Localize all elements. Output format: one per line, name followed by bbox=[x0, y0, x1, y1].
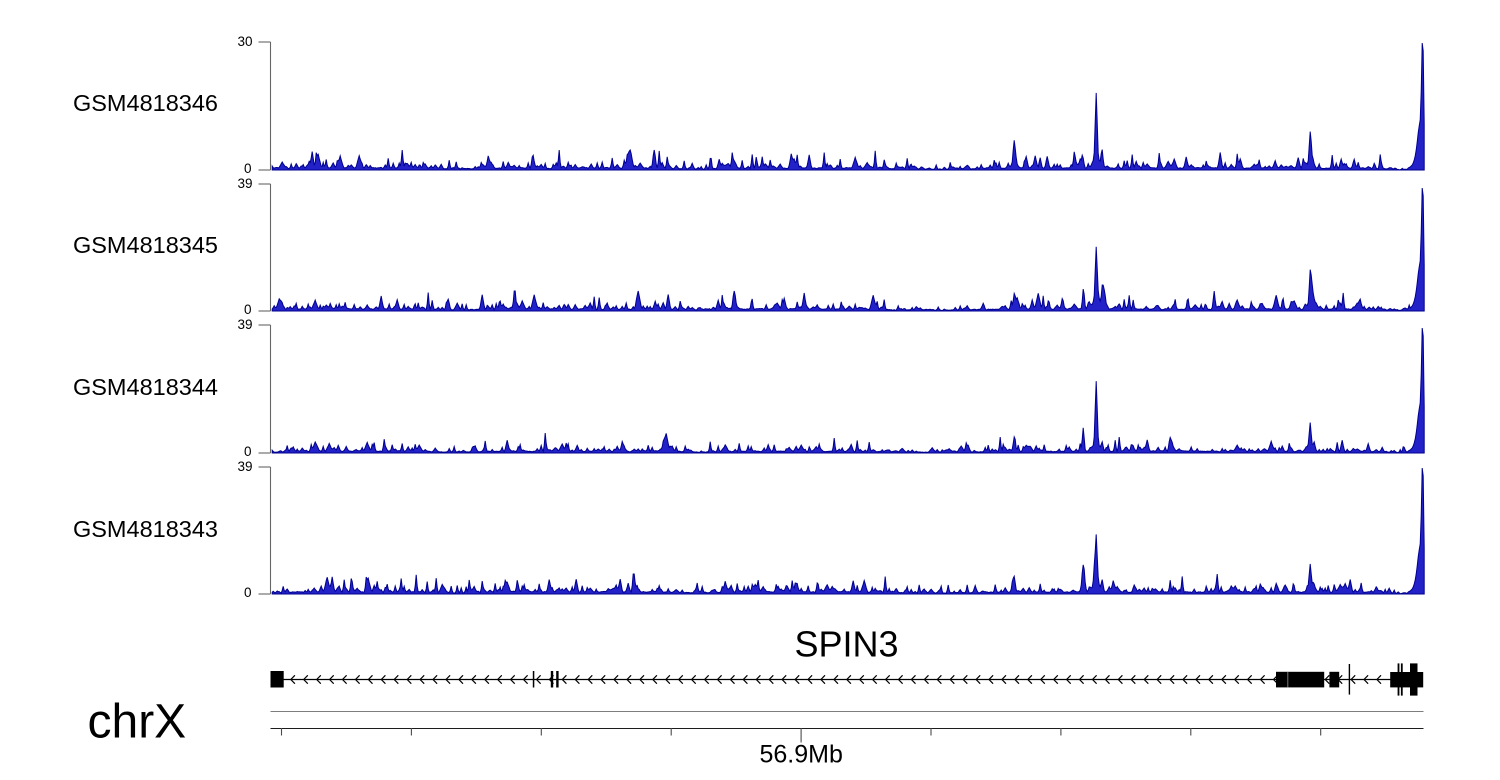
svg-text:GSM4818345: GSM4818345 bbox=[73, 232, 218, 258]
svg-text:0: 0 bbox=[244, 444, 252, 459]
svg-text:GSM4818344: GSM4818344 bbox=[73, 374, 218, 400]
svg-text:0: 0 bbox=[244, 585, 252, 600]
svg-text:0: 0 bbox=[244, 302, 252, 317]
svg-text:0: 0 bbox=[244, 161, 252, 176]
svg-text:39: 39 bbox=[237, 459, 252, 474]
svg-text:56.9Mb: 56.9Mb bbox=[760, 741, 843, 769]
svg-text:39: 39 bbox=[237, 176, 252, 191]
svg-text:30: 30 bbox=[237, 34, 252, 49]
svg-text:GSM4818346: GSM4818346 bbox=[73, 90, 218, 116]
svg-text:39: 39 bbox=[237, 317, 252, 332]
svg-text:GSM4818343: GSM4818343 bbox=[73, 516, 218, 542]
svg-text:SPIN3: SPIN3 bbox=[794, 624, 898, 665]
svg-text:chrX: chrX bbox=[88, 696, 187, 749]
